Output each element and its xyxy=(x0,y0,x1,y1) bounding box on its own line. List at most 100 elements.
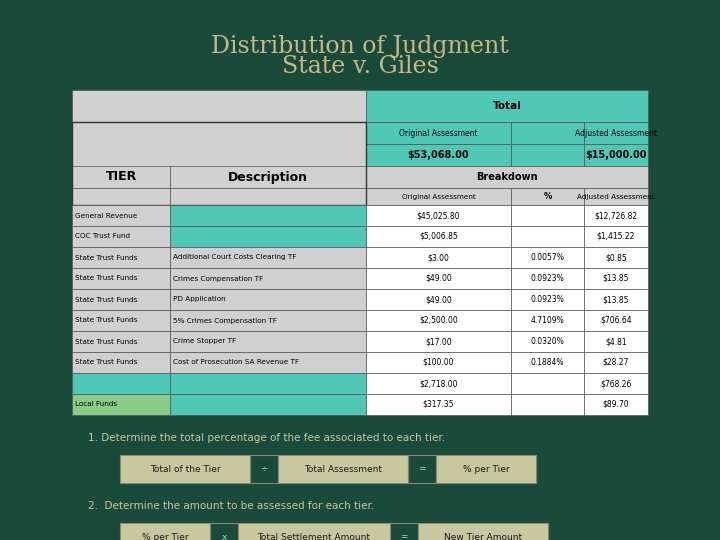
Bar xyxy=(120,455,250,483)
Text: Total Settlement Amount: Total Settlement Amount xyxy=(258,532,371,540)
Bar xyxy=(511,188,584,205)
Text: State v. Giles: State v. Giles xyxy=(282,55,438,78)
Bar xyxy=(72,310,170,331)
Bar xyxy=(511,226,584,247)
Text: $4.81: $4.81 xyxy=(606,337,627,346)
Bar xyxy=(72,352,170,373)
Text: $0.85: $0.85 xyxy=(605,253,627,262)
Bar xyxy=(584,122,648,144)
Bar xyxy=(72,205,170,226)
Text: $706.64: $706.64 xyxy=(600,316,632,325)
Text: Local Funds: Local Funds xyxy=(75,402,117,408)
Bar xyxy=(250,455,278,483)
Bar xyxy=(170,352,366,373)
Bar xyxy=(366,394,511,415)
Text: $12,726.82: $12,726.82 xyxy=(595,211,638,220)
Text: $28.27: $28.27 xyxy=(603,358,629,367)
Text: $13.85: $13.85 xyxy=(603,274,629,283)
Text: 1. Determine the total percentage of the fee associated to each tier.: 1. Determine the total percentage of the… xyxy=(88,433,445,443)
Bar xyxy=(170,247,366,268)
Bar xyxy=(366,166,648,188)
Text: % per Tier: % per Tier xyxy=(463,464,509,474)
Text: $2,500.00: $2,500.00 xyxy=(419,316,458,325)
Text: 2.  Determine the amount to be assessed for each tier.: 2. Determine the amount to be assessed f… xyxy=(88,501,374,511)
Bar xyxy=(511,289,584,310)
Text: %: % xyxy=(544,192,552,201)
Bar xyxy=(511,373,584,394)
Bar xyxy=(366,247,511,268)
Text: COC Trust Fund: COC Trust Fund xyxy=(75,233,130,240)
Bar xyxy=(238,523,390,540)
Bar xyxy=(366,90,648,122)
Text: Additional Court Costs Clearing TF: Additional Court Costs Clearing TF xyxy=(173,254,297,260)
Bar xyxy=(278,455,408,483)
Text: State Trust Funds: State Trust Funds xyxy=(75,360,138,366)
Bar xyxy=(72,247,170,268)
Bar xyxy=(170,394,366,415)
Bar xyxy=(170,331,366,352)
Bar xyxy=(584,310,648,331)
Bar xyxy=(72,122,366,205)
Bar xyxy=(170,188,366,205)
Text: 4.7109%: 4.7109% xyxy=(531,316,564,325)
Text: 0.0057%: 0.0057% xyxy=(531,253,564,262)
Text: Breakdown: Breakdown xyxy=(476,172,538,182)
Bar xyxy=(366,289,511,310)
Text: Total of the Tier: Total of the Tier xyxy=(150,464,220,474)
Text: Adjusted Assessment: Adjusted Assessment xyxy=(575,129,657,138)
Text: ÷: ÷ xyxy=(260,464,268,474)
Text: State Trust Funds: State Trust Funds xyxy=(75,339,138,345)
Bar xyxy=(584,188,648,205)
Bar xyxy=(390,523,418,540)
Bar xyxy=(584,331,648,352)
Text: =: = xyxy=(400,532,408,540)
Text: TIER: TIER xyxy=(105,171,137,184)
Bar xyxy=(170,289,366,310)
Text: Crime Stopper TF: Crime Stopper TF xyxy=(173,339,236,345)
Bar xyxy=(366,226,511,247)
Bar xyxy=(584,373,648,394)
Text: $15,000.00: $15,000.00 xyxy=(585,150,647,160)
Bar xyxy=(366,352,511,373)
Bar xyxy=(210,523,238,540)
Bar xyxy=(366,205,511,226)
Bar xyxy=(366,268,511,289)
Bar xyxy=(72,226,170,247)
Bar xyxy=(72,268,170,289)
Text: $89.70: $89.70 xyxy=(603,400,629,409)
Bar xyxy=(170,310,366,331)
Bar xyxy=(366,144,511,166)
Text: x: x xyxy=(221,532,227,540)
Bar xyxy=(584,394,648,415)
Bar xyxy=(511,122,584,144)
Bar xyxy=(72,394,170,415)
Text: 0.0320%: 0.0320% xyxy=(531,337,564,346)
Text: $768.26: $768.26 xyxy=(600,379,631,388)
Bar xyxy=(584,247,648,268)
Bar xyxy=(511,394,584,415)
Text: Total Assessment: Total Assessment xyxy=(304,464,382,474)
Bar xyxy=(511,331,584,352)
Text: $49.00: $49.00 xyxy=(425,274,452,283)
Bar xyxy=(72,122,366,205)
Text: $1,415.22: $1,415.22 xyxy=(597,232,635,241)
Bar xyxy=(584,226,648,247)
Bar xyxy=(72,188,170,205)
Text: $53,068.00: $53,068.00 xyxy=(408,150,469,160)
Text: 5% Crimes Compensation TF: 5% Crimes Compensation TF xyxy=(173,318,277,323)
Text: $2,718.00: $2,718.00 xyxy=(419,379,458,388)
Text: 0.0923%: 0.0923% xyxy=(531,295,564,304)
Bar xyxy=(72,331,170,352)
Text: $13.85: $13.85 xyxy=(603,295,629,304)
Text: State Trust Funds: State Trust Funds xyxy=(75,296,138,302)
Text: $317.35: $317.35 xyxy=(423,400,454,409)
Bar xyxy=(170,268,366,289)
Bar xyxy=(170,226,366,247)
Bar xyxy=(366,310,511,331)
Bar xyxy=(170,166,366,188)
Text: Cost of Prosecution SA Revenue TF: Cost of Prosecution SA Revenue TF xyxy=(173,360,299,366)
Bar xyxy=(584,352,648,373)
Bar xyxy=(366,373,511,394)
Text: State Trust Funds: State Trust Funds xyxy=(75,275,138,281)
Bar xyxy=(120,523,210,540)
